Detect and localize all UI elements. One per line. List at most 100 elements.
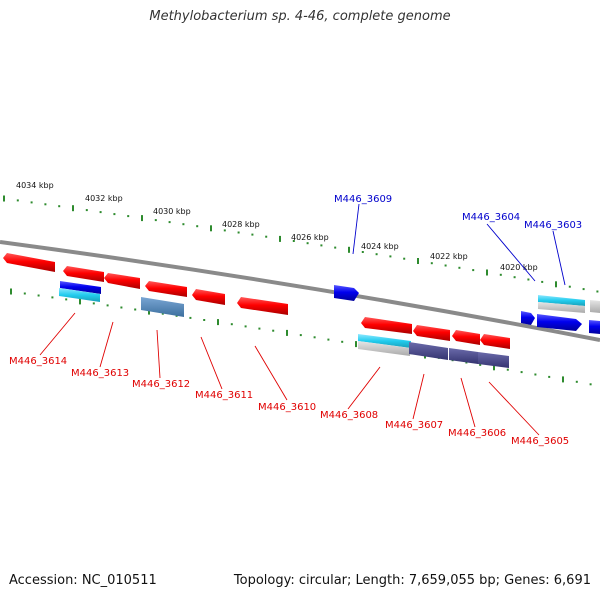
minor-tick	[472, 269, 475, 272]
gene-arrow-right-edge[interactable]	[589, 320, 600, 334]
gene-label-3609[interactable]: M446_3609	[334, 194, 392, 205]
genome-title: Methylobacterium sp. 4-46, complete geno…	[149, 9, 451, 24]
minor-tick	[527, 278, 530, 281]
minor-tick	[113, 213, 116, 216]
minor-tick	[106, 304, 109, 307]
minor-tick	[23, 292, 26, 295]
minor-tick	[589, 383, 592, 386]
minor-tick	[65, 298, 68, 301]
gene-row-reverse	[3, 253, 510, 349]
gene-label-3614[interactable]: M446_3614	[9, 356, 67, 367]
gene-arrow-3603[interactable]	[537, 314, 582, 331]
gene-row-forward	[334, 285, 600, 334]
feature-bar-3612-steel[interactable]	[141, 297, 184, 317]
major-tick	[3, 195, 5, 202]
gene-arrow-3611[interactable]	[192, 289, 225, 305]
minor-tick	[189, 316, 192, 319]
gene-label-3605[interactable]: M446_3605	[511, 436, 569, 447]
minor-tick	[175, 314, 178, 317]
minor-tick	[479, 363, 482, 366]
minor-tick	[306, 242, 309, 245]
minor-tick	[403, 257, 406, 260]
minor-tick	[127, 215, 130, 218]
gene-label-3607[interactable]: M446_3607	[385, 420, 443, 431]
minor-tick	[341, 340, 344, 343]
major-tick	[348, 246, 350, 253]
gene-label-3608[interactable]: M446_3608	[320, 410, 378, 421]
gene-arrow-3606[interactable]	[452, 330, 480, 345]
minor-tick	[258, 327, 261, 330]
gene-arrow-3610[interactable]	[237, 297, 288, 315]
gene-arrow-3612[interactable]	[145, 281, 187, 297]
minor-tick	[596, 290, 599, 293]
major-tick	[355, 341, 357, 348]
feature-bar-3608-grey[interactable]	[358, 341, 410, 356]
feature-bar-right-edge-grey[interactable]	[590, 300, 600, 313]
gene-label-3613[interactable]: M446_3613	[71, 368, 129, 379]
genome-summary: Topology: circular; Length: 7,659,055 bp…	[233, 573, 591, 588]
minor-tick	[499, 273, 502, 276]
major-tick	[10, 288, 12, 295]
feature-bar-3604-cyan[interactable]	[538, 295, 585, 306]
gene-label-3603[interactable]: M446_3603	[524, 220, 582, 231]
scale-label-4026: 4026 kbp	[291, 233, 329, 242]
minor-tick	[444, 264, 447, 267]
minor-tick	[251, 233, 254, 236]
major-tick	[417, 258, 419, 264]
gene-arrow-3609[interactable]	[334, 285, 359, 301]
minor-tick	[568, 285, 571, 288]
minor-tick	[582, 288, 585, 291]
feature-bar-3606-slate[interactable]	[449, 348, 478, 364]
feature-bars	[59, 281, 600, 368]
major-tick	[141, 215, 143, 222]
feature-bar-3604-grey[interactable]	[538, 302, 585, 313]
gene-arrow-3614[interactable]	[3, 253, 55, 272]
minor-tick	[389, 255, 392, 258]
major-tick	[210, 225, 212, 232]
gene-arrow-3613b[interactable]	[104, 273, 140, 289]
minor-tick	[272, 329, 275, 332]
minor-tick	[430, 262, 433, 265]
feature-bar-3605-slate[interactable]	[478, 352, 509, 368]
gene-label-3610[interactable]: M446_3610	[258, 402, 316, 413]
gene-label-3611[interactable]: M446_3611	[195, 390, 253, 401]
minor-tick	[30, 201, 33, 204]
minor-tick	[120, 306, 123, 309]
major-tick	[148, 308, 150, 315]
major-tick	[493, 364, 495, 371]
minor-tick	[161, 312, 164, 315]
minor-tick	[541, 280, 544, 283]
minor-tick	[99, 211, 102, 214]
feature-bar-3613-blue[interactable]	[60, 281, 101, 294]
gene-arrow-3605[interactable]	[480, 334, 510, 349]
minor-tick	[327, 338, 330, 341]
minor-tick	[320, 244, 323, 247]
gene-arrow-3604-small[interactable]	[521, 311, 535, 325]
major-tick	[279, 235, 281, 242]
minor-tick	[513, 276, 516, 279]
gene-labels-reverse: M446_3614 M446_3613 M446_3612 M446_3611 …	[9, 356, 569, 447]
minor-tick	[16, 199, 19, 202]
gene-arrow-3613[interactable]	[63, 266, 104, 282]
gene-label-3612[interactable]: M446_3612	[132, 379, 190, 390]
major-tick	[79, 298, 81, 305]
feature-bar-3607-slate[interactable]	[409, 342, 448, 360]
minor-tick	[361, 251, 364, 253]
gene-arrow-3607[interactable]	[413, 325, 450, 341]
gene-label-3604[interactable]: M446_3604	[462, 212, 520, 223]
feature-bar-3613-cyan[interactable]	[59, 288, 100, 302]
feature-bar-3608-cyan[interactable]	[358, 334, 411, 348]
minor-tick	[58, 205, 61, 208]
minor-tick	[37, 294, 40, 297]
minor-tick	[299, 334, 302, 337]
minor-tick	[244, 325, 247, 328]
minor-tick	[548, 375, 551, 378]
genome-backbone	[0, 240, 600, 342]
minor-tick	[154, 219, 157, 222]
gene-arrow-3608[interactable]	[361, 317, 412, 334]
label-leader-lines	[39, 203, 566, 436]
gene-label-3606[interactable]: M446_3606	[448, 428, 506, 439]
minor-tick	[196, 225, 199, 228]
scale-label-4030: 4030 kbp	[153, 207, 191, 216]
